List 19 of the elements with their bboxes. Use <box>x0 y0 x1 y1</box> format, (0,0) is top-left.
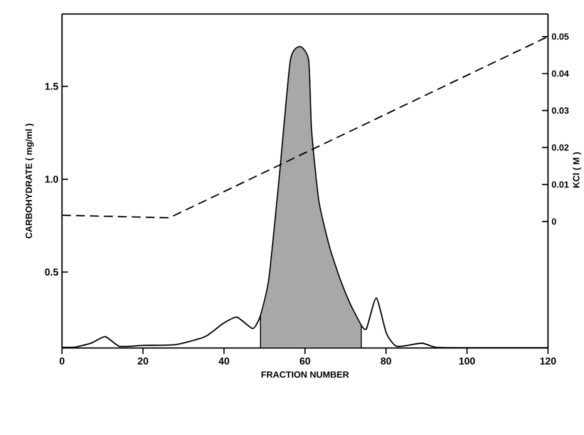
y2-tick-label: 0.05 <box>552 33 569 40</box>
x-tick-label: 80 <box>380 358 392 365</box>
x-tick-label: 20 <box>138 358 148 365</box>
y-tick-label: 1.5 <box>45 82 58 90</box>
y2-tick-label: 0.01 <box>552 181 569 188</box>
y2-tick-label: 0.04 <box>552 70 569 77</box>
x-tick-label: 0 <box>60 358 64 365</box>
x-tick-label: 60 <box>300 358 310 365</box>
y2-tick-label: 0 <box>552 218 556 225</box>
x-tick-label: 40 <box>218 358 230 365</box>
y-tick-label: 0.5 <box>45 268 58 276</box>
y-axis-title: CARBOHYDRATE ( mg/ml ) <box>25 124 34 238</box>
y2-tick-label: 0.03 <box>552 107 569 114</box>
x-axis-title: FRACTION NUMBER <box>262 371 349 378</box>
y-tick-label: 1.0 <box>45 176 58 183</box>
y2-axis-title: KCl ( M ) <box>572 152 582 188</box>
x-tick-label: 100 <box>459 358 475 365</box>
x-tick-label: 120 <box>540 358 556 365</box>
y2-tick-label: 0.02 <box>552 144 569 151</box>
